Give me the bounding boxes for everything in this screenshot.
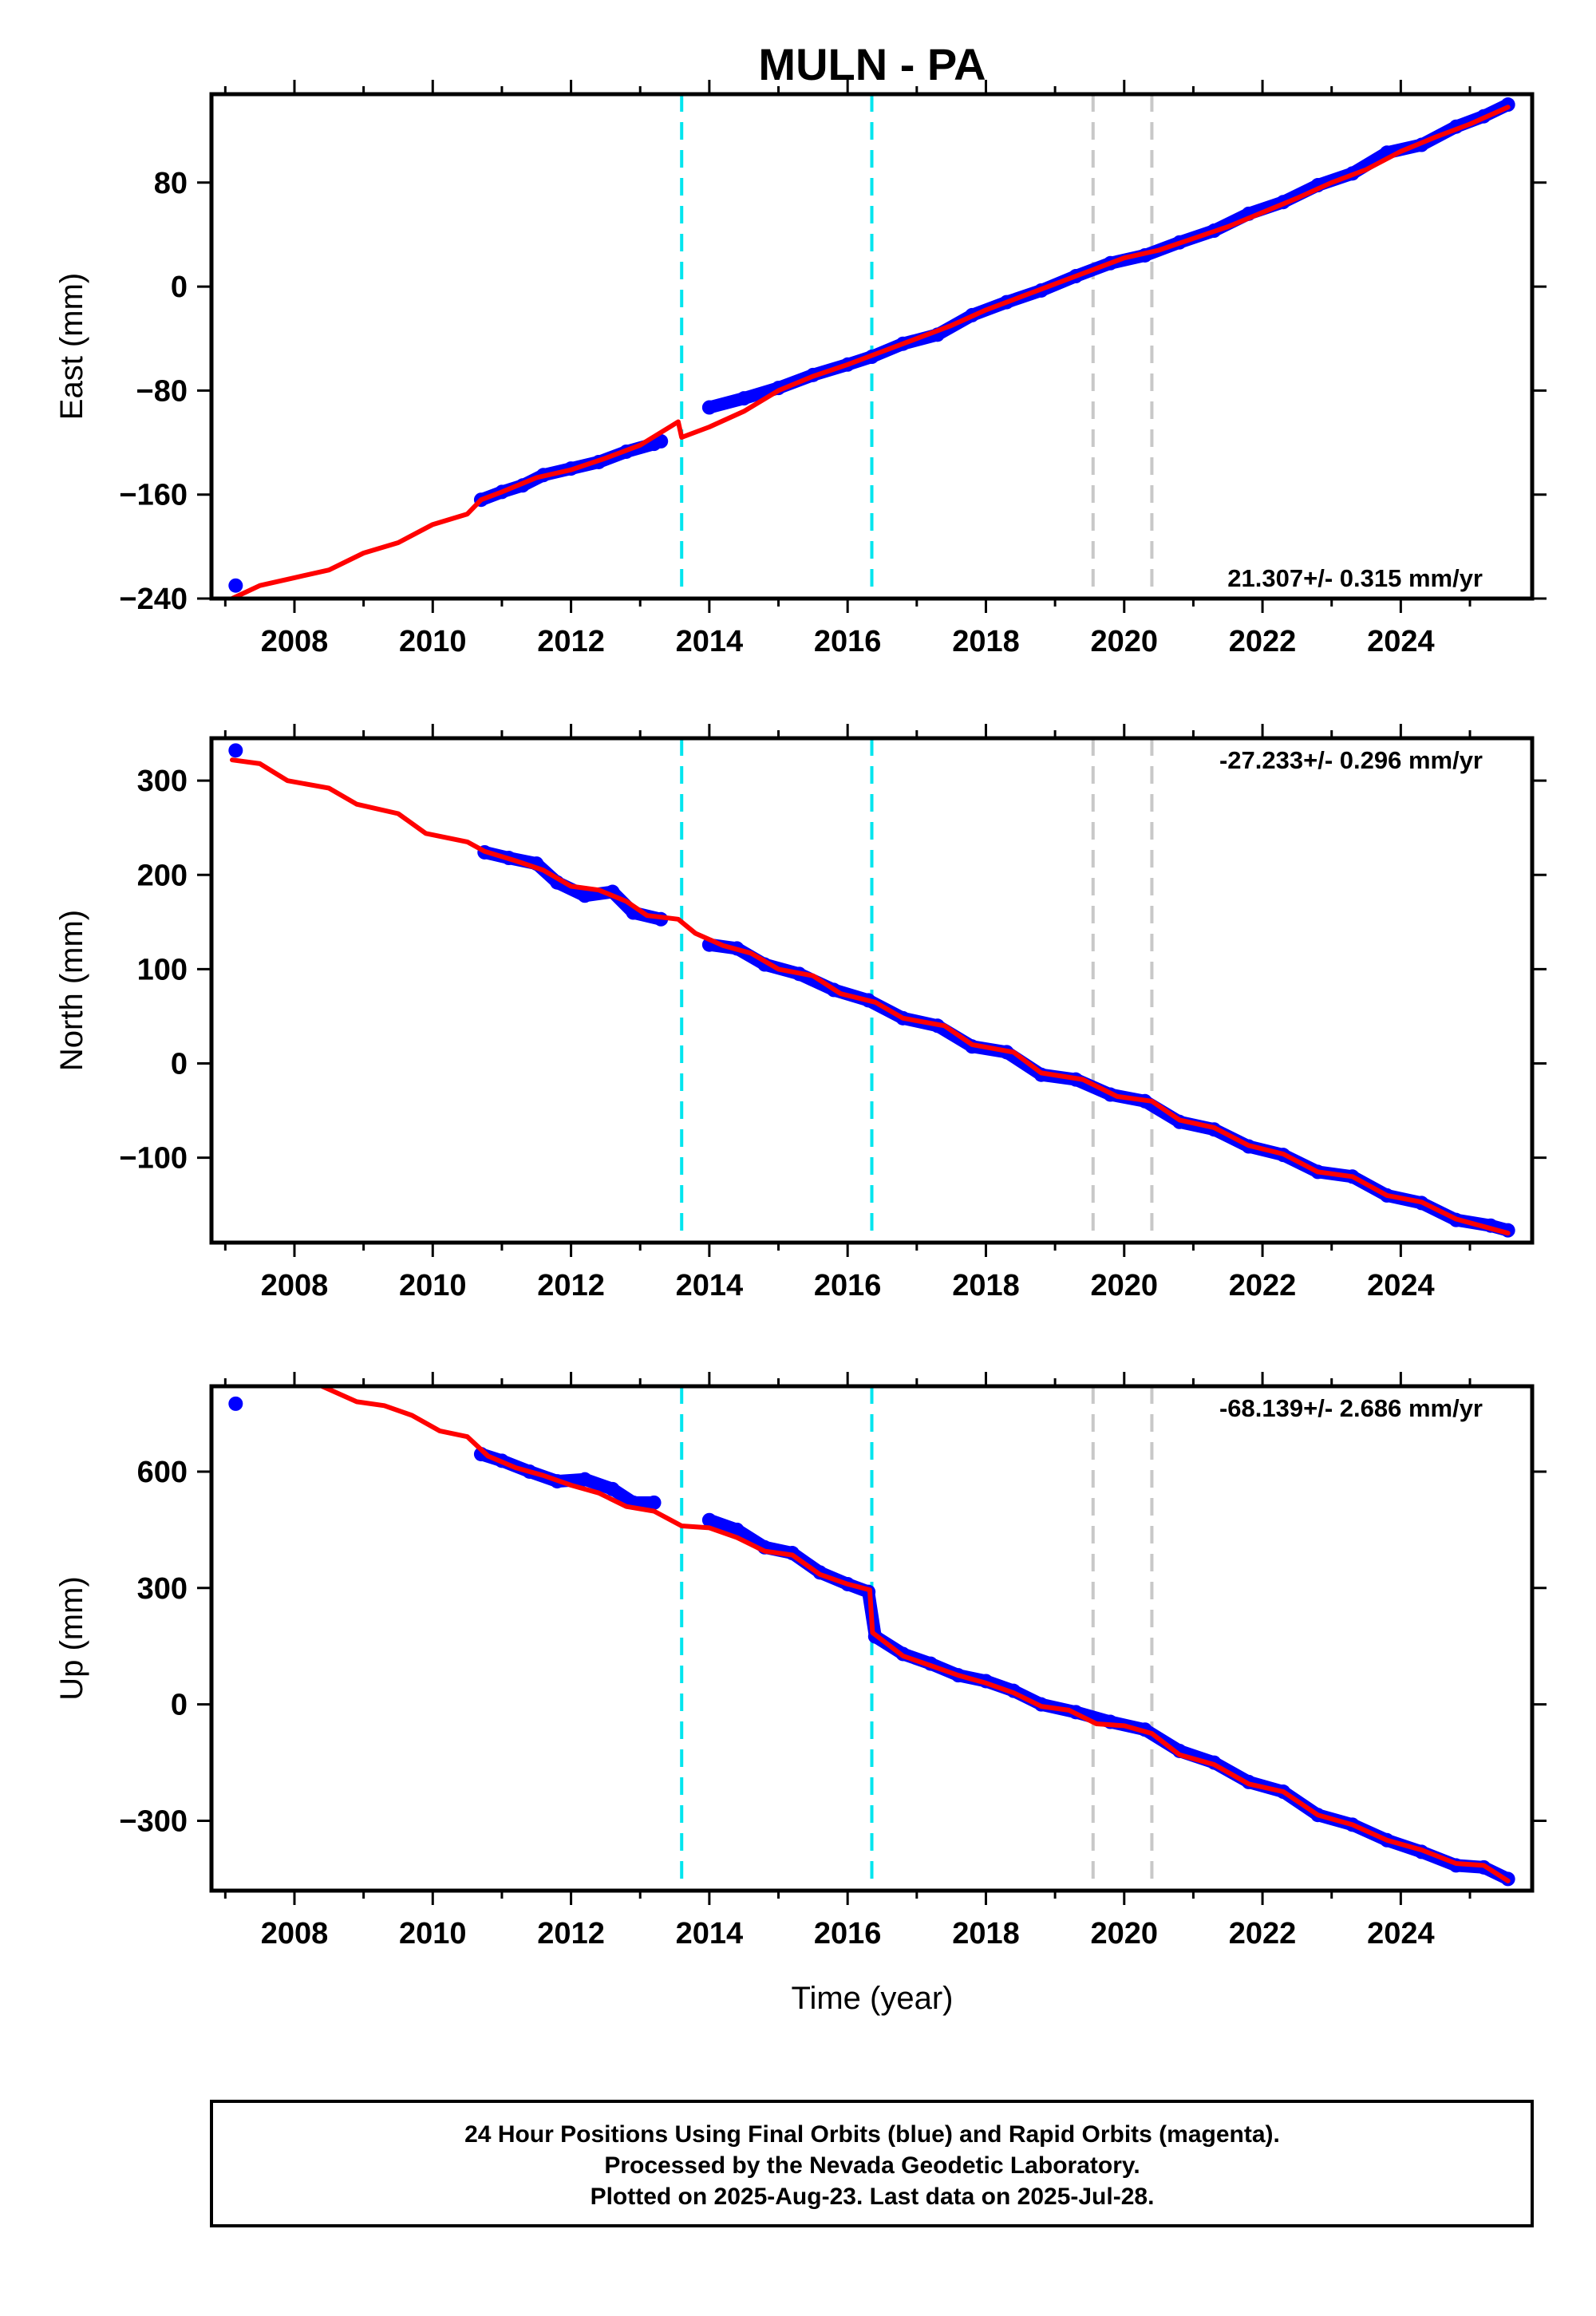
east-y-tick-label: −160 bbox=[119, 479, 188, 512]
east-x-tick-label: 2016 bbox=[814, 625, 882, 658]
up-x-tick-label: 2010 bbox=[399, 1917, 467, 1950]
up-x-tick-label: 2008 bbox=[261, 1917, 329, 1950]
footer-line-1: 24 Hour Positions Using Final Orbits (bl… bbox=[464, 2121, 1280, 2148]
east-y-axis-label: East (mm) bbox=[54, 273, 89, 420]
up-rate-label: -68.139+/- 2.686 mm/yr bbox=[1219, 1394, 1483, 1422]
up-y-tick-label: 300 bbox=[137, 1572, 188, 1606]
north-y-axis-label: North (mm) bbox=[54, 910, 89, 1071]
east-data bbox=[228, 97, 1515, 599]
up-x-tick-label: 2012 bbox=[537, 1917, 605, 1950]
north-x-tick-label: 2018 bbox=[952, 1269, 1020, 1302]
footer-frame bbox=[210, 2100, 1534, 2227]
east-x-tick-label: 2010 bbox=[399, 625, 467, 658]
north-frame bbox=[209, 736, 1535, 1245]
east-x-tick-label: 2024 bbox=[1367, 625, 1435, 658]
up-observation-point-6 bbox=[605, 1481, 620, 1496]
north-y-tick-label: 0 bbox=[171, 1048, 188, 1081]
east-frame bbox=[209, 92, 1535, 601]
up-observation-point-10 bbox=[729, 1522, 745, 1537]
north-x-tick-label: 2020 bbox=[1090, 1269, 1158, 1302]
east-y-tick-label: −240 bbox=[119, 583, 188, 616]
east-x-tick-label: 2014 bbox=[676, 625, 744, 658]
north-x-tick-label: 2012 bbox=[537, 1269, 605, 1302]
north-rate-label: -27.233+/- 0.296 mm/yr bbox=[1219, 746, 1483, 774]
east-panel: 2008 2010 2012 2014 2016 2018 2020 2022 2024 80 0 −… bbox=[54, 80, 1547, 658]
north-observation-point-5 bbox=[577, 888, 592, 903]
east-x-tick-label: 2022 bbox=[1229, 625, 1297, 658]
up-observation-point-0 bbox=[228, 1396, 243, 1411]
north-y-tick-label: 300 bbox=[137, 765, 188, 798]
up-model-line bbox=[319, 1386, 1511, 1883]
up-y-tick-label: −300 bbox=[119, 1804, 188, 1838]
east-x-tick-label: 2012 bbox=[537, 625, 605, 658]
up-x-tick-label: 2024 bbox=[1367, 1917, 1435, 1950]
x-axis-label: Time (year) bbox=[792, 1981, 954, 2016]
north-x-tick-label: 2024 bbox=[1367, 1269, 1435, 1302]
east-y-tick-label: 80 bbox=[154, 167, 188, 200]
footer-line-2: Processed by the Nevada Geodetic Laborat… bbox=[604, 2152, 1140, 2179]
east-x-tick-label: 2008 bbox=[261, 625, 329, 658]
north-model-line bbox=[230, 757, 1511, 1236]
up-x-tick-label: 2020 bbox=[1090, 1917, 1158, 1950]
east-observation-point-11 bbox=[737, 391, 752, 406]
east-observation-point-9 bbox=[654, 433, 669, 449]
footer-line-3: Plotted on 2025-Aug-23. Last data on 202… bbox=[591, 2184, 1155, 2210]
up-observation-point-5 bbox=[577, 1472, 592, 1487]
up-observation-point-8 bbox=[646, 1495, 662, 1510]
east-y-tick-label: −80 bbox=[136, 374, 188, 408]
up-frame bbox=[209, 1384, 1535, 1893]
east-x-tick-label: 2020 bbox=[1090, 625, 1158, 658]
north-x-tick-label: 2014 bbox=[676, 1269, 744, 1302]
up-x-tick-label: 2016 bbox=[814, 1917, 882, 1950]
up-x-tick-label: 2014 bbox=[676, 1917, 744, 1950]
up-y-tick-label: 600 bbox=[137, 1456, 188, 1489]
up-observation-point-9 bbox=[701, 1512, 717, 1528]
east-observation-point-10 bbox=[701, 400, 717, 415]
up-y-axis-label: Up (mm) bbox=[54, 1576, 89, 1701]
up-y-tick-label: 0 bbox=[171, 1689, 188, 1722]
north-x-tick-label: 2008 bbox=[261, 1269, 329, 1302]
north-y-tick-label: −100 bbox=[119, 1142, 188, 1176]
east-y-tick-label: 0 bbox=[171, 271, 188, 304]
north-observation-point-0 bbox=[228, 743, 243, 758]
up-panel: 2008 2010 2012 2014 2016 2018 2020 2022 2024 600 3… bbox=[54, 1372, 1547, 1950]
north-data bbox=[228, 743, 1515, 1238]
east-rate-label: 21.307+/- 0.315 mm/yr bbox=[1227, 564, 1483, 592]
up-data bbox=[228, 1386, 1515, 1887]
north-x-tick-label: 2022 bbox=[1229, 1269, 1297, 1302]
north-y-tick-label: 200 bbox=[137, 859, 188, 892]
north-x-tick-label: 2010 bbox=[399, 1269, 467, 1302]
up-x-tick-label: 2022 bbox=[1229, 1917, 1297, 1950]
up-x-tick-label: 2018 bbox=[952, 1917, 1020, 1950]
north-panel: 2008 2010 2012 2014 2016 2018 2020 2022 2024 300 2… bbox=[54, 724, 1547, 1302]
chart-title: MULN - PA bbox=[758, 39, 986, 89]
north-x-tick-label: 2016 bbox=[814, 1269, 882, 1302]
footer-box: 24 Hour Positions Using Final Orbits (bl… bbox=[210, 2100, 1534, 2227]
east-observation-point-0 bbox=[228, 578, 243, 593]
north-y-tick-label: 100 bbox=[137, 953, 188, 986]
east-model-line bbox=[230, 105, 1511, 599]
east-x-tick-label: 2018 bbox=[952, 625, 1020, 658]
